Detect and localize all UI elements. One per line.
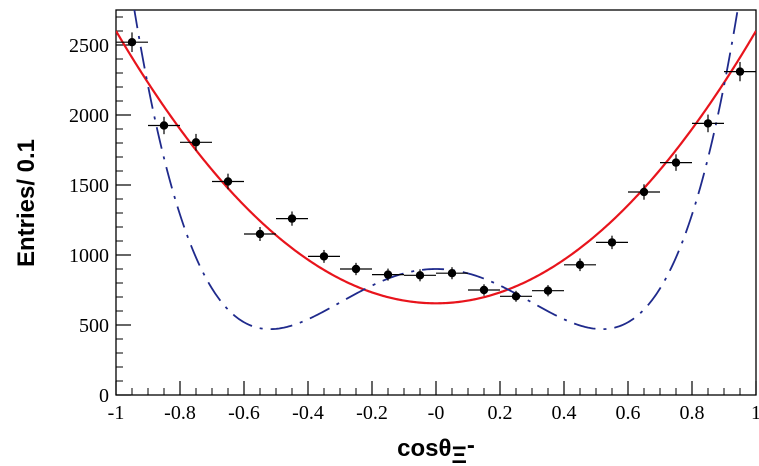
data-point (276, 211, 308, 226)
point-marker (543, 286, 553, 295)
x-axis-label-superscript: - (467, 432, 475, 459)
point-marker (639, 187, 649, 197)
data-point (116, 32, 148, 52)
data-point (372, 268, 404, 281)
point-marker (447, 269, 457, 278)
data-point (596, 235, 628, 250)
x-tick-label: 0.6 (616, 402, 641, 424)
data-point (628, 184, 660, 200)
point-marker (159, 121, 169, 130)
plot-border (115, 9, 757, 396)
data-point (148, 116, 180, 135)
data-point (212, 173, 244, 190)
data-point (180, 133, 212, 151)
y-axis-label: Entries/ 0.1 (13, 139, 40, 267)
data-point (468, 284, 500, 296)
x-axis-label-subscript: Ξ (451, 442, 466, 466)
x-tick-label: -0 (428, 402, 445, 424)
fit-curve-dashdot (133, 10, 739, 331)
point-marker (223, 177, 233, 186)
x-tick-label: 0.2 (488, 402, 513, 424)
y-tick-label: 2500 (69, 35, 109, 57)
data-point (692, 114, 724, 133)
x-tick-label: -0.2 (356, 402, 388, 424)
point-marker (511, 292, 521, 301)
y-tick-label: 0 (99, 385, 109, 407)
x-tick-label: -0.8 (164, 402, 196, 424)
x-tick-label: -0.4 (292, 402, 324, 424)
point-marker (127, 38, 137, 47)
data-points (116, 32, 756, 302)
x-axis-label-main: cos (397, 435, 438, 462)
fit-curves (116, 10, 756, 331)
point-marker (319, 252, 329, 261)
point-marker (735, 67, 745, 76)
x-axis: -1 -0.8 -0.6 -0.4 -0.2 -0 0.2 0.4 0.6 0.8 1 (108, 381, 759, 424)
x-tick-label: -0.6 (228, 402, 260, 424)
data-point (404, 269, 436, 282)
point-marker (415, 271, 425, 280)
data-point (532, 285, 564, 297)
data-point (340, 262, 372, 276)
x-tick-label: 0.4 (552, 402, 577, 424)
point-marker (191, 138, 201, 147)
x-axis-label-symbol: θ (438, 435, 451, 462)
y-tick-label: 500 (79, 315, 109, 337)
data-point (308, 249, 340, 263)
point-marker (287, 214, 297, 223)
y-axis: 0 500 1000 1500 2000 2500 (69, 16, 131, 407)
data-point (244, 227, 276, 241)
data-point (564, 258, 596, 272)
point-marker (351, 264, 361, 274)
point-marker (383, 270, 393, 279)
data-point (724, 61, 756, 82)
data-point (660, 154, 692, 171)
point-marker (671, 158, 681, 167)
point-marker (255, 229, 265, 239)
point-marker (479, 285, 489, 295)
y-tick-label: 2000 (69, 105, 109, 127)
point-marker (575, 260, 585, 269)
point-marker (607, 238, 617, 247)
y-tick-label: 1500 (69, 175, 109, 197)
x-tick-label: -1 (108, 402, 125, 424)
data-point (436, 267, 468, 280)
plot-frame (115, 9, 757, 396)
fit-curve-solid (116, 30, 756, 305)
x-tick-label: 0.8 (680, 402, 705, 424)
data-point (500, 290, 532, 302)
y-tick-label: 1000 (69, 245, 109, 267)
point-marker (703, 119, 713, 128)
x-axis-label: cosθΞ- (397, 432, 475, 466)
x-tick-label: 1 (751, 402, 759, 424)
